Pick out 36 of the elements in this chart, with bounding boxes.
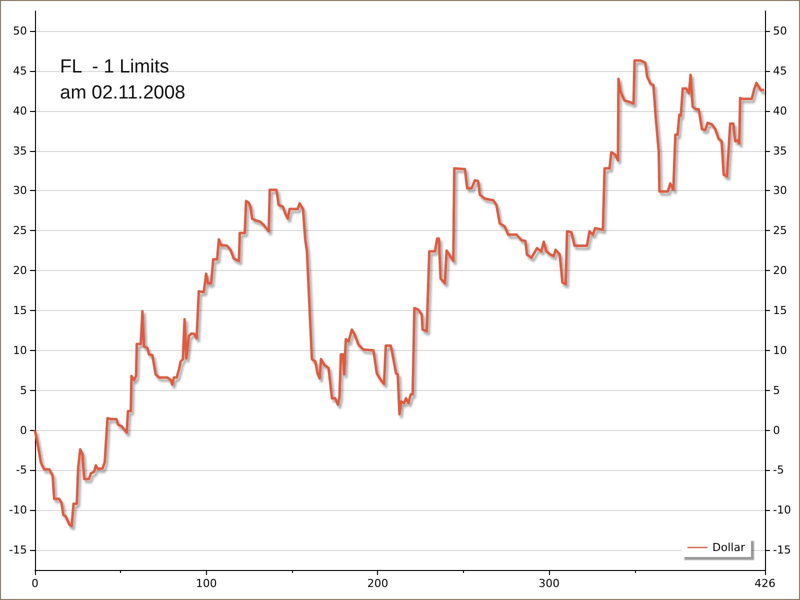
y-tick-label: 30 bbox=[13, 184, 27, 198]
y2-tick-label: -15 bbox=[773, 544, 791, 557]
y2-tick-label: 25 bbox=[773, 224, 787, 238]
y-tick-label: 45 bbox=[13, 64, 27, 78]
x-tick-label: 300 bbox=[538, 577, 560, 590]
y-tick-label: 20 bbox=[13, 264, 27, 278]
legend-label: Dollar bbox=[712, 541, 746, 554]
y2-tick-label: 10 bbox=[773, 344, 787, 357]
y2-tick-label: 35 bbox=[773, 144, 787, 158]
y2-tick-label: 45 bbox=[773, 64, 787, 78]
y2-tick-label: 20 bbox=[773, 264, 787, 278]
x-tick-label: 0 bbox=[32, 577, 38, 590]
y2-tick-label: 40 bbox=[773, 104, 787, 118]
y-tick-label: 25 bbox=[13, 224, 27, 238]
y2-tick-label: -5 bbox=[773, 464, 784, 477]
x-tick-label: 100 bbox=[196, 577, 217, 590]
y-tick-label: 50 bbox=[13, 24, 27, 38]
y2-tick-label: 30 bbox=[773, 184, 787, 198]
y2-tick-label: 15 bbox=[773, 304, 787, 317]
y-tick-label: 15 bbox=[13, 304, 27, 317]
y-tick-label: -5 bbox=[16, 464, 27, 477]
y-tick-label: -15 bbox=[9, 544, 27, 557]
y-tick-label: 40 bbox=[13, 104, 27, 118]
y-tick-label: 35 bbox=[13, 144, 27, 158]
y-tick-label: 0 bbox=[20, 424, 27, 437]
y2-tick-label: 50 bbox=[773, 24, 787, 38]
y-tick-label: 5 bbox=[20, 384, 27, 397]
text: FL - 1 Limits am 02.11.2008 bbox=[60, 56, 186, 104]
y2-tick-label: 5 bbox=[773, 384, 780, 397]
x-tick-label: 426 bbox=[754, 577, 776, 590]
y-tick-label: 10 bbox=[13, 344, 27, 357]
y2-tick-label: -10 bbox=[773, 504, 791, 517]
y-tick-label: -10 bbox=[9, 504, 27, 517]
x-tick-label: 200 bbox=[367, 577, 388, 590]
y2-tick-label: 0 bbox=[773, 424, 780, 437]
line-series bbox=[34, 59, 766, 528]
